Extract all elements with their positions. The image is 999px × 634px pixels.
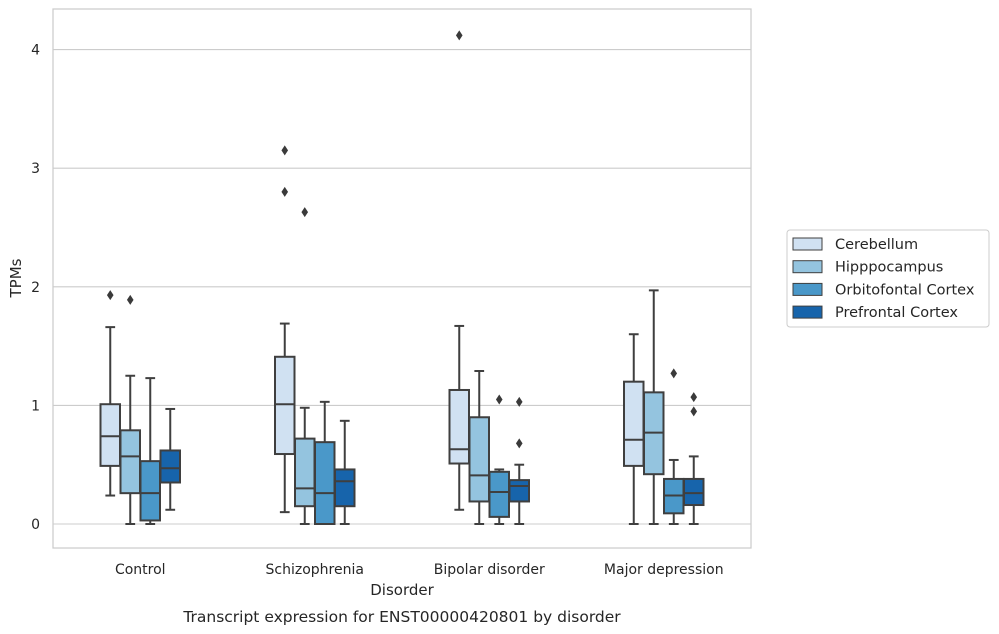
box [508, 479, 530, 503]
box [159, 449, 181, 484]
legend-label: Prefrontal Cortex [835, 305, 958, 321]
box [468, 416, 490, 503]
outlier-point [126, 294, 134, 305]
outlier-point [281, 186, 289, 197]
box-group-bipolar-disorder [448, 30, 530, 525]
outlier-point [495, 394, 503, 405]
box [314, 441, 336, 525]
y-axis-label: TPMs [7, 258, 25, 298]
box [119, 429, 141, 495]
chart-caption: Transcript expression for ENST0000042080… [182, 608, 621, 626]
box-group-major-depression [623, 289, 705, 525]
outlier-point [690, 392, 698, 403]
outlier-point [455, 30, 463, 41]
y-tick-label: 2 [31, 280, 40, 296]
box [294, 437, 316, 508]
legend-label: Orbitofontal Cortex [835, 282, 975, 298]
box [683, 477, 705, 507]
box [488, 470, 510, 518]
box [139, 460, 161, 522]
x-axis-ticks: Control Schizophrenia Bipolar disorder Majo… [115, 562, 724, 578]
legend-label: Cerebellum [835, 237, 918, 253]
box [623, 380, 645, 467]
y-tick-label: 1 [31, 398, 40, 414]
legend-swatch [792, 305, 823, 319]
x-tick-label: Control [115, 562, 166, 578]
outlier-point [281, 145, 289, 156]
box-group-control [99, 290, 181, 525]
box [448, 388, 470, 465]
y-tick-label: 4 [31, 43, 40, 59]
legend-frame [786, 229, 990, 328]
legend-swatch [792, 260, 823, 274]
x-axis-label: Disorder [370, 581, 434, 599]
legend-label: Hipppocampus [835, 260, 943, 276]
outlier-point [690, 406, 698, 417]
outlier-point [106, 290, 114, 301]
legend-swatch [792, 282, 823, 296]
y-tick-label: 3 [31, 161, 40, 177]
legend: Cerebellum Hipppocampus Orbitofontal Corte… [786, 229, 990, 328]
y-tick-label: 0 [31, 517, 40, 533]
plot-frame [52, 8, 752, 549]
box-groups [99, 30, 705, 525]
box [99, 403, 121, 467]
outlier-point [515, 396, 523, 407]
x-tick-label: Major depression [604, 562, 724, 578]
outlier-point [515, 438, 523, 449]
outlier-point [301, 207, 309, 218]
y-axis-ticks: 0 1 2 3 4 [31, 43, 40, 533]
x-tick-label: Bipolar disorder [434, 562, 545, 578]
box-group-schizophrenia [274, 145, 356, 525]
box [334, 468, 356, 508]
legend-swatch [792, 237, 823, 251]
box [274, 355, 296, 456]
x-tick-label: Schizophrenia [266, 562, 364, 578]
outlier-point [670, 368, 678, 379]
